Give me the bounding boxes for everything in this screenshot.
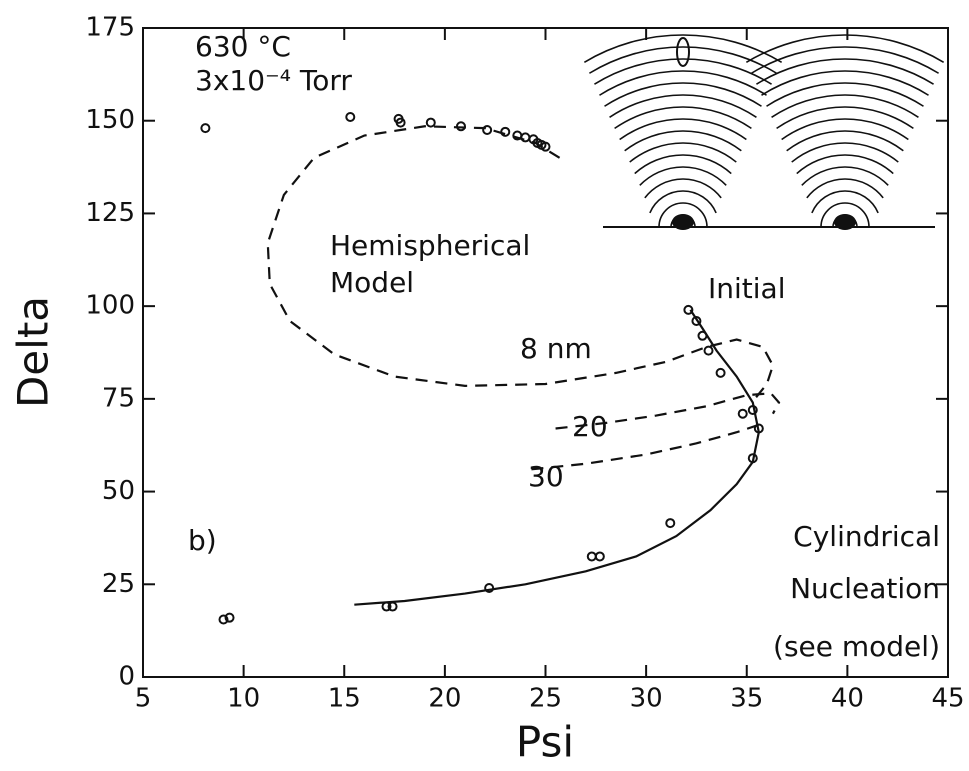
annotation: 20 xyxy=(572,410,608,443)
inset-contour xyxy=(583,34,783,63)
inset-contour xyxy=(634,154,732,175)
y-tick-label: 25 xyxy=(102,569,135,599)
annotation: (see model) xyxy=(773,630,940,663)
inset-contour xyxy=(609,94,757,118)
data-point xyxy=(703,345,714,356)
inset-diagram xyxy=(583,34,945,230)
inset-contour xyxy=(801,166,889,186)
inset-contour xyxy=(599,70,767,96)
model-curve xyxy=(354,309,760,606)
x-tick-label: 45 xyxy=(931,684,964,714)
data-point xyxy=(224,612,235,623)
data-point xyxy=(737,408,748,419)
annotation: Model xyxy=(330,266,414,299)
inset-contour xyxy=(766,82,924,107)
model-curve-dashed xyxy=(531,423,760,471)
y-tick-label: 150 xyxy=(85,105,135,135)
inset-contour xyxy=(806,178,884,199)
data-point xyxy=(395,117,406,128)
data-point xyxy=(345,112,356,123)
annotation: 3x10⁻⁴ Torr xyxy=(195,64,352,97)
inset-seed xyxy=(672,214,694,230)
data-point xyxy=(425,117,436,128)
inset-contour xyxy=(771,94,919,118)
inset-contour xyxy=(745,34,945,63)
annotation: 8 nm xyxy=(520,332,592,365)
inset-mark xyxy=(676,37,690,67)
inset-contour xyxy=(820,202,870,228)
x-axis-label: Psi xyxy=(516,718,574,767)
data-point xyxy=(200,123,211,134)
data-point xyxy=(594,551,605,562)
data-point xyxy=(691,315,702,326)
x-tick-label: 25 xyxy=(529,684,562,714)
inset-contour xyxy=(756,58,934,85)
data-point xyxy=(482,124,493,135)
data-point xyxy=(218,614,229,625)
inset-contour xyxy=(644,178,722,199)
x-tick-label: 20 xyxy=(428,684,461,714)
data-point xyxy=(715,367,726,378)
inset-contour xyxy=(796,154,894,175)
model-curve-dashed xyxy=(266,125,775,400)
y-tick-label: 0 xyxy=(118,662,135,692)
inset-contour xyxy=(624,130,742,152)
inset-contour xyxy=(761,70,929,96)
inset-contour xyxy=(604,82,762,107)
inset-contour xyxy=(614,106,752,130)
annotation: Cylindrical xyxy=(793,520,940,553)
annotation: Hemispherical xyxy=(330,229,530,262)
inset-contour xyxy=(629,142,737,163)
annotation: Nucleation xyxy=(790,572,940,605)
inset-contour xyxy=(594,58,772,85)
inset-contour xyxy=(658,202,708,228)
data-point xyxy=(586,551,597,562)
inset-contour xyxy=(649,190,717,214)
inset-contour xyxy=(588,46,778,74)
x-tick-label: 40 xyxy=(831,684,864,714)
inset-contour xyxy=(776,106,914,130)
annotation: 630 °C xyxy=(195,30,291,63)
data-point xyxy=(484,582,495,593)
data-point xyxy=(500,126,511,137)
x-tick-label: 35 xyxy=(730,684,763,714)
inset-contour xyxy=(639,166,727,186)
annotation: Initial xyxy=(708,272,785,305)
inset-contour xyxy=(619,118,747,141)
annotation: 30 xyxy=(528,460,564,493)
y-tick-label: 100 xyxy=(85,291,135,321)
y-axis-label: Delta xyxy=(9,296,58,408)
y-tick-label: 175 xyxy=(85,13,135,43)
inset-contour xyxy=(786,130,904,152)
inset-contour xyxy=(791,142,899,163)
y-tick-label: 75 xyxy=(102,383,135,413)
model-curve-dashed xyxy=(555,392,781,430)
x-tick-label: 30 xyxy=(630,684,663,714)
x-tick-label: 15 xyxy=(328,684,361,714)
inset-contour xyxy=(750,46,940,74)
x-tick-label: 5 xyxy=(135,684,152,714)
annotation: b) xyxy=(188,524,217,557)
data-point xyxy=(683,304,694,315)
data-point xyxy=(665,518,676,529)
y-tick-label: 125 xyxy=(85,198,135,228)
x-tick-label: 10 xyxy=(227,684,260,714)
inset-contour xyxy=(811,190,879,214)
y-tick-label: 50 xyxy=(102,476,135,506)
inset-seed xyxy=(834,214,856,230)
inset-contour xyxy=(781,118,909,141)
